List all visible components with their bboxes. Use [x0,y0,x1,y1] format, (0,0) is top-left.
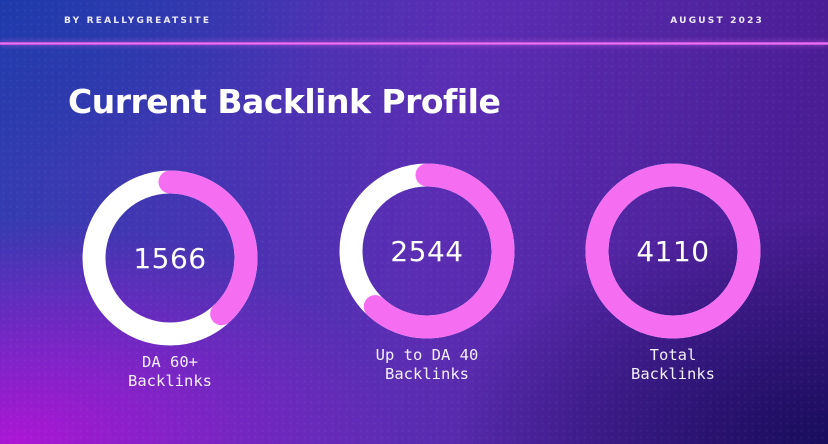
donut-value: 4110 [636,234,710,268]
date-text: AUGUST 2023 [670,16,764,26]
donut-label-line1: DA 60+ [142,353,198,371]
donut-label-line1: Up to DA 40 [375,346,479,364]
slide-header: BY REALLYGREATSITE AUGUST 2023 [0,0,828,42]
donut-label: DA 60+ Backlinks [50,353,290,391]
donut-value: 2544 [390,234,464,268]
donut-svg [82,170,258,346]
donut-chart-da40: 2544 Up to DA 40 Backlinks [307,163,547,384]
donut-label: Up to DA 40 Backlinks [307,346,547,384]
donut-svg [585,163,761,339]
donut-label-line2: Backlinks [385,364,469,383]
donut-ring: 4110 [585,163,761,339]
donut-value: 1566 [133,241,207,275]
donut-label-line2: Backlinks [128,371,212,390]
donut-ring: 2544 [339,163,515,339]
donut-chart-total: 4110 Total Backlinks [553,163,793,384]
donut-ring: 1566 [82,170,258,346]
donut-chart-da60: 1566 DA 60+ Backlinks [50,170,290,391]
divider-line [0,42,828,45]
donut-label: Total Backlinks [553,346,793,384]
donut-label-line2: Backlinks [631,364,715,383]
donut-svg [339,163,515,339]
byline-text: BY REALLYGREATSITE [64,16,212,26]
donut-label-line1: Total [649,346,697,364]
page-title: Current Backlink Profile [68,82,501,121]
